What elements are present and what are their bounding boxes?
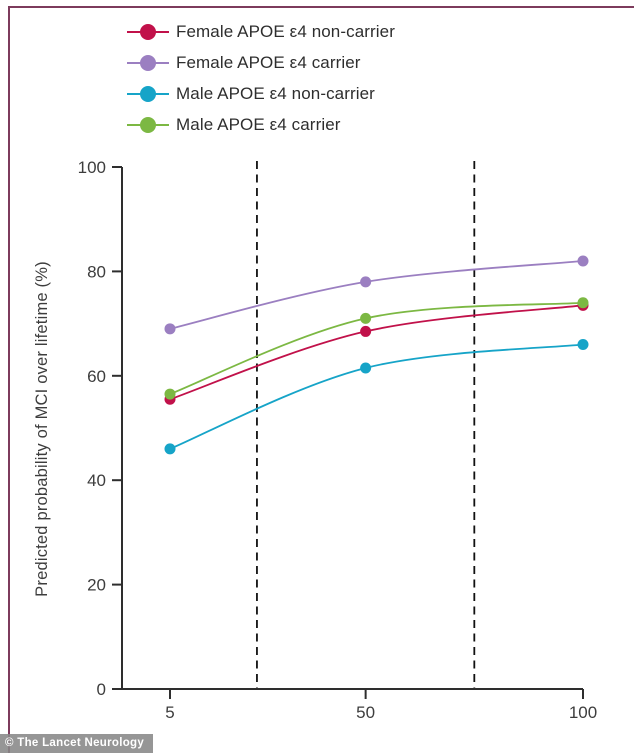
series-data-point <box>360 325 372 337</box>
series-data-point <box>164 443 176 455</box>
series-data-point <box>577 297 589 309</box>
legend-marker-icon <box>127 54 169 71</box>
y-tick-label: 80 <box>87 262 106 281</box>
legend-item: Male APOE ε4 non-carrier <box>127 78 395 109</box>
legend-label: Female APOE ε4 non-carrier <box>176 21 395 41</box>
legend-item: Female APOE ε4 carrier <box>127 47 395 78</box>
legend-label: Female APOE ε4 carrier <box>176 52 361 72</box>
chart-legend: Female APOE ε4 non-carrier Female APOE ε4… <box>127 16 395 140</box>
legend-label: Male APOE ε4 carrier <box>176 114 341 134</box>
series-data-point <box>360 362 372 374</box>
y-tick-label: 0 <box>97 680 106 699</box>
credit-badge: © The Lancet Neurology <box>0 734 154 753</box>
legend-item: Female APOE ε4 non-carrier <box>127 16 395 47</box>
series-data-point <box>164 388 176 400</box>
y-tick-label: 100 <box>78 158 106 177</box>
series-data-point <box>360 276 372 288</box>
series-data-point <box>577 255 589 267</box>
legend-item: Male APOE ε4 carrier <box>127 109 395 140</box>
legend-marker-icon <box>127 116 169 133</box>
x-tick-label: 5 <box>165 703 174 722</box>
y-tick-label: 60 <box>87 367 106 386</box>
series-data-point <box>164 323 176 335</box>
y-tick-label: 20 <box>87 576 106 595</box>
series-line <box>169 260 584 330</box>
y-axis-title: Predicted probability of MCI over lifeti… <box>33 261 51 597</box>
series-data-point <box>577 338 589 350</box>
series-data-point <box>360 312 372 324</box>
x-tick-label: 50 <box>356 703 375 722</box>
y-tick-label: 40 <box>87 471 106 490</box>
legend-marker-icon <box>127 85 169 102</box>
series-line <box>169 343 584 450</box>
x-tick-label: 100 <box>569 703 597 722</box>
legend-label: Male APOE ε4 non-carrier <box>176 83 375 103</box>
series-line <box>169 304 584 401</box>
legend-marker-icon <box>127 23 169 40</box>
